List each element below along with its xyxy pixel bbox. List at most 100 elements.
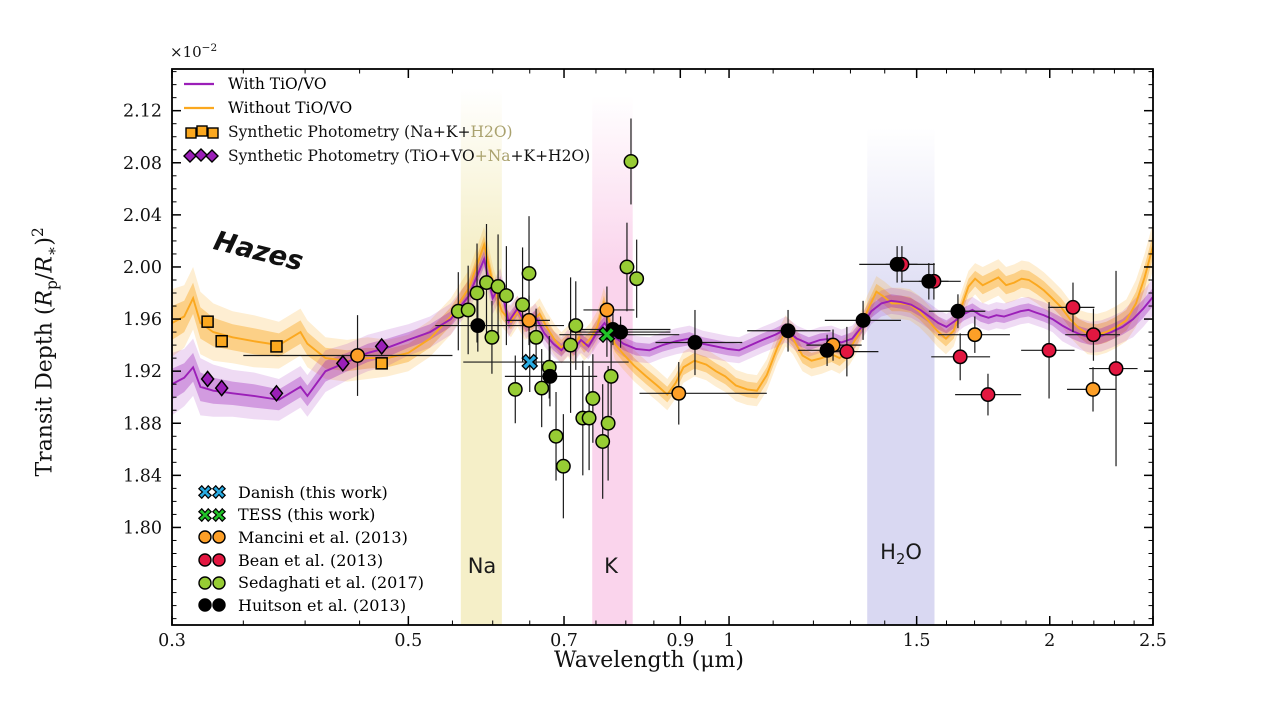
marker-circle [460,302,476,318]
dataset-huitson [470,256,966,384]
marker-diamond [200,370,215,388]
y-tick-label: 2.12 [123,102,162,122]
with_tiovo-line-sample [184,82,214,86]
offset-exponent: −2 [201,42,218,54]
dataset-with_tiovo [200,337,389,403]
y-label-sup: 2 [29,227,48,238]
dataset-danish [521,353,539,371]
marker-circle [671,385,687,401]
x-tick-label: 1.5 [903,631,931,651]
y-tick-label: 2.00 [123,258,162,278]
x-tick-label: 0.7 [550,631,578,651]
x-tick-label: 2 [1044,631,1055,651]
plot-border [171,68,1154,626]
dataset-mancini [350,302,1101,401]
marker-circle [1085,327,1101,343]
h2o-pre: H [880,539,896,564]
marker-circle [542,368,558,384]
y-label-pre: Transit Depth ( [32,306,58,477]
dataset-tess [598,326,616,344]
marker-circle [839,344,855,360]
na-band-label: Na [467,554,497,578]
marker-circle [629,271,645,287]
y-label-slash: / [32,272,58,281]
danish-marker-sample [197,485,227,500]
orange-squares-sample [185,125,219,139]
legend-label: Synthetic Photometry (TiO+VO+Na+K+H2O) [228,147,590,165]
h2o-post: O [905,539,922,564]
y-label-r1: R [32,289,58,307]
x-axis-label: Wavelength (μm) [0,648,1278,673]
marker-circle [484,329,500,345]
marker-circle [555,458,571,474]
marker-circle [507,381,523,397]
legend-label-part: Synthetic Photometry (TiO+VO [228,147,475,165]
legend-label: Danish (this work) [238,482,388,502]
marker-circle [515,297,531,313]
plot-area [172,88,1153,625]
x-tick-label: 2.5 [1139,631,1167,651]
legend-row-0: With TiO/VO [180,72,590,96]
y-label-close: ) [32,237,58,246]
marker-diamond [374,337,389,356]
y-tick-label: 1.96 [123,310,162,330]
legend-label-part: +K+H2O) [510,147,591,165]
offset-base: ×10 [170,43,202,61]
marker-circle [350,348,365,363]
y-axis-offset-label: ×10−2 [170,42,217,61]
y-label-r2-sub: ∗ [42,245,61,257]
h2o-band-label: H2O [880,540,922,568]
legend-row-danish: Danish (this work) [197,481,424,504]
axes-frame [171,68,1154,626]
marker-circle [1041,342,1057,358]
legend-label-part: Synthetic Photometry (Na+K+ [228,123,471,141]
x-tick-label: 0.9 [666,631,694,651]
model-legend: With TiO/VO Without TiO/VO Synthetic Photo… [180,72,590,168]
legend-row-3: Synthetic Photometry (TiO+VO+Na+K+H2O) [180,144,590,168]
k-absorption-band [592,96,633,625]
y-axis-label: Transit Depth (Rp/R∗)2 [29,152,61,552]
marker-circle [563,337,579,353]
marker-circle [780,323,796,339]
marker-circle [470,318,486,334]
marker-square [201,315,214,328]
marker-circle [595,434,611,449]
marker-circle [623,154,639,169]
x-tick-label: 1 [723,631,734,651]
h2o-absorption-band [867,128,935,625]
marker-circle [950,303,966,319]
band-2sigma [172,222,1153,411]
sedaghati-marker-sample [198,575,226,590]
marker-circle [687,335,703,350]
legend-label: Bean et al. (2013) [238,550,384,570]
y-tick-label: 1.80 [123,518,162,538]
k-band-label: K [604,554,618,578]
x-axis-label-text: Wavelength (μm) [554,648,744,673]
legend-row-huitson: Huitson et al. (2013) [197,594,424,617]
y-tick-label: 1.92 [123,362,162,382]
marker-circle [819,342,835,358]
marker-xcross [598,326,616,344]
legend-row-1: Without TiO/VO [180,96,590,120]
marker-square [375,357,388,370]
tess-marker-sample [197,507,227,522]
marker-circle [855,312,871,328]
legend-label: TESS (this work) [238,505,376,525]
huitson-marker-sample [198,598,226,612]
legend-label: Sedaghati et al. (2017) [238,573,424,593]
y-tick-label: 1.84 [123,466,162,486]
x-tick-label: 0.3 [158,631,186,651]
legend-label-part: +Na [474,147,511,165]
marker-circle [548,428,564,444]
curve-line-with-tiovo [172,256,1153,401]
legend-label: With TiO/VO [228,75,327,93]
marker-circle [619,259,635,275]
legend-row-mancini: Mancini et al. (2013) [197,526,424,549]
bean-marker-sample [198,553,226,567]
legend-row-sedaghati: Sedaghati et al. (2017) [197,571,424,594]
legend-row-tess: TESS (this work) [197,504,424,527]
legend-label: Huitson et al. (2013) [238,595,407,615]
legend-label-part: H2O [470,123,507,141]
